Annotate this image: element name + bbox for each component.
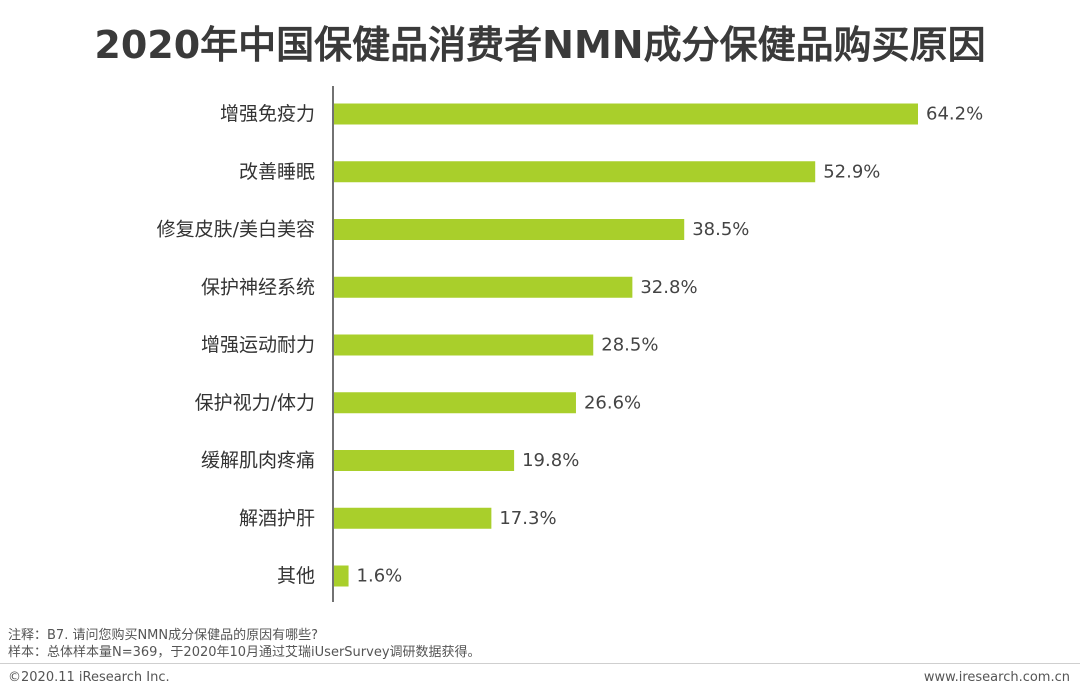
category-label: 缓解肌肉疼痛 (201, 450, 315, 472)
bar (334, 450, 515, 471)
category-label: 修复皮肤/美白美容 (157, 219, 315, 241)
chart-title: 2020年中国保健品消费者NMN成分保健品购买原因 (94, 23, 986, 67)
chart-note: 注释：B7. 请问您购买NMN成分保健品的原因有哪些? (8, 628, 319, 643)
bar (334, 507, 492, 529)
bar (334, 161, 816, 183)
value-label: 38.5% (692, 219, 749, 240)
category-label: 增强免疫力 (220, 103, 315, 125)
bar (334, 565, 349, 587)
value-label: 1.6% (357, 566, 403, 587)
bar (334, 276, 633, 298)
value-label: 52.9% (823, 161, 880, 182)
value-label: 28.5% (601, 335, 658, 356)
copyright-text: ©2020.11 iResearch Inc. (8, 670, 170, 685)
value-label: 64.2% (926, 104, 983, 125)
category-label: 保护神经系统 (201, 276, 315, 298)
footer-divider (0, 663, 1080, 664)
value-label: 26.6% (584, 392, 641, 413)
category-label: 保护视力/体力 (195, 392, 315, 414)
bar (334, 103, 918, 125)
sample-note: 样本：总体样本量N=369，于2020年10月通过艾瑞iUserSurvey调研… (8, 645, 481, 660)
value-label: 17.3% (499, 508, 556, 529)
website-link: www.iresearch.com.cn (923, 670, 1070, 685)
value-label: 32.8% (640, 277, 697, 298)
bar (334, 219, 685, 240)
category-label: 改善睡眠 (239, 161, 315, 183)
bar (334, 334, 594, 356)
category-label: 解酒护肝 (239, 507, 315, 529)
bar-chart: 增强免疫力 64.2% 改善睡眠 52.9% 修复皮肤/美白美容 38.5% 保护神经系统 3… (157, 86, 983, 602)
value-label: 19.8% (522, 450, 579, 471)
bar (334, 392, 576, 414)
category-label: 其他 (277, 565, 315, 587)
category-label: 增强运动耐力 (201, 334, 315, 356)
